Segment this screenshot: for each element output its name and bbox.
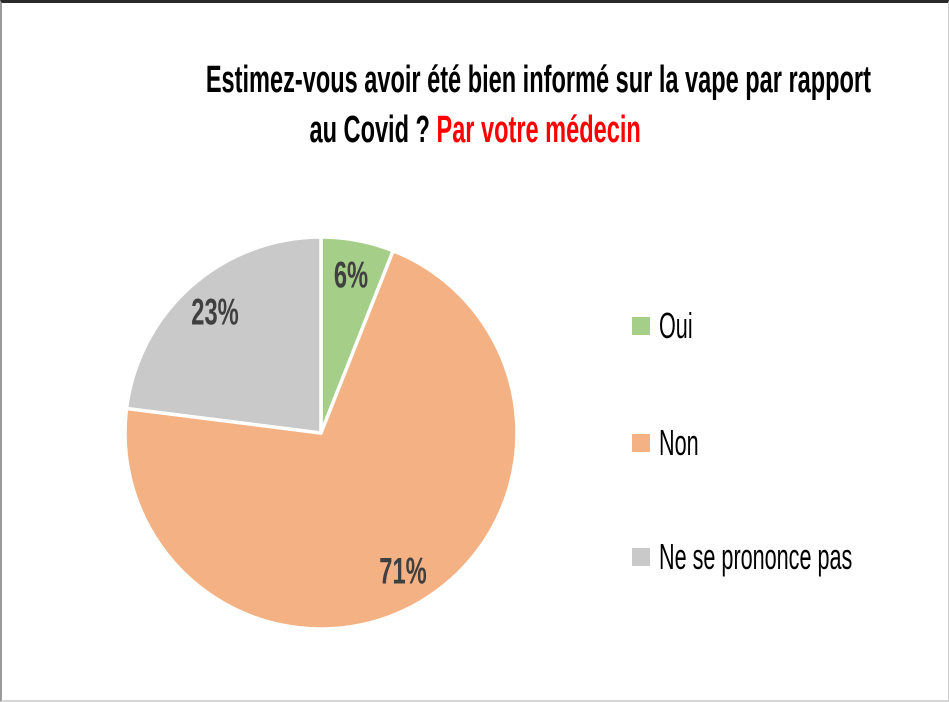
legend-swatch-oui xyxy=(632,317,650,335)
title-line2-black: au Covid ? xyxy=(309,109,437,151)
title-line2-red: Par votre médecin xyxy=(436,109,641,151)
legend-swatch-non xyxy=(632,434,650,452)
legend-label-ne-se-prononce-pas: Ne se prononce pas xyxy=(659,536,853,577)
pie-data-label-ne-se-prononce-pas: 23% xyxy=(190,291,239,333)
legend-label-oui: Oui xyxy=(659,305,693,346)
title-line-2: au Covid ? Par votre médecin xyxy=(2,105,948,155)
pie-chart: 6% 71% 23% xyxy=(111,223,531,643)
title-line1-text: Estimez-vous avoir été bien informé sur … xyxy=(205,59,871,101)
pie-data-label-oui: 6% xyxy=(333,254,369,296)
title-line-1: Estimez-vous avoir été bien informé sur … xyxy=(2,55,948,105)
pie-slice-ne-se-prononce-pas xyxy=(124,235,323,435)
legend-swatch-ne-se-prononce-pas xyxy=(632,548,650,566)
legend-item-ne-se-prononce-pas: Ne se prononce pas xyxy=(632,536,948,577)
legend-label-non: Non xyxy=(659,422,699,463)
legend-item-oui: Oui xyxy=(632,305,715,346)
chart-title: Estimez-vous avoir été bien informé sur … xyxy=(2,55,948,155)
pie-slice-non xyxy=(123,249,519,631)
legend-item-non: Non xyxy=(632,422,725,463)
pie-chart-svg xyxy=(123,235,519,631)
pie-data-label-non: 71% xyxy=(379,550,427,592)
